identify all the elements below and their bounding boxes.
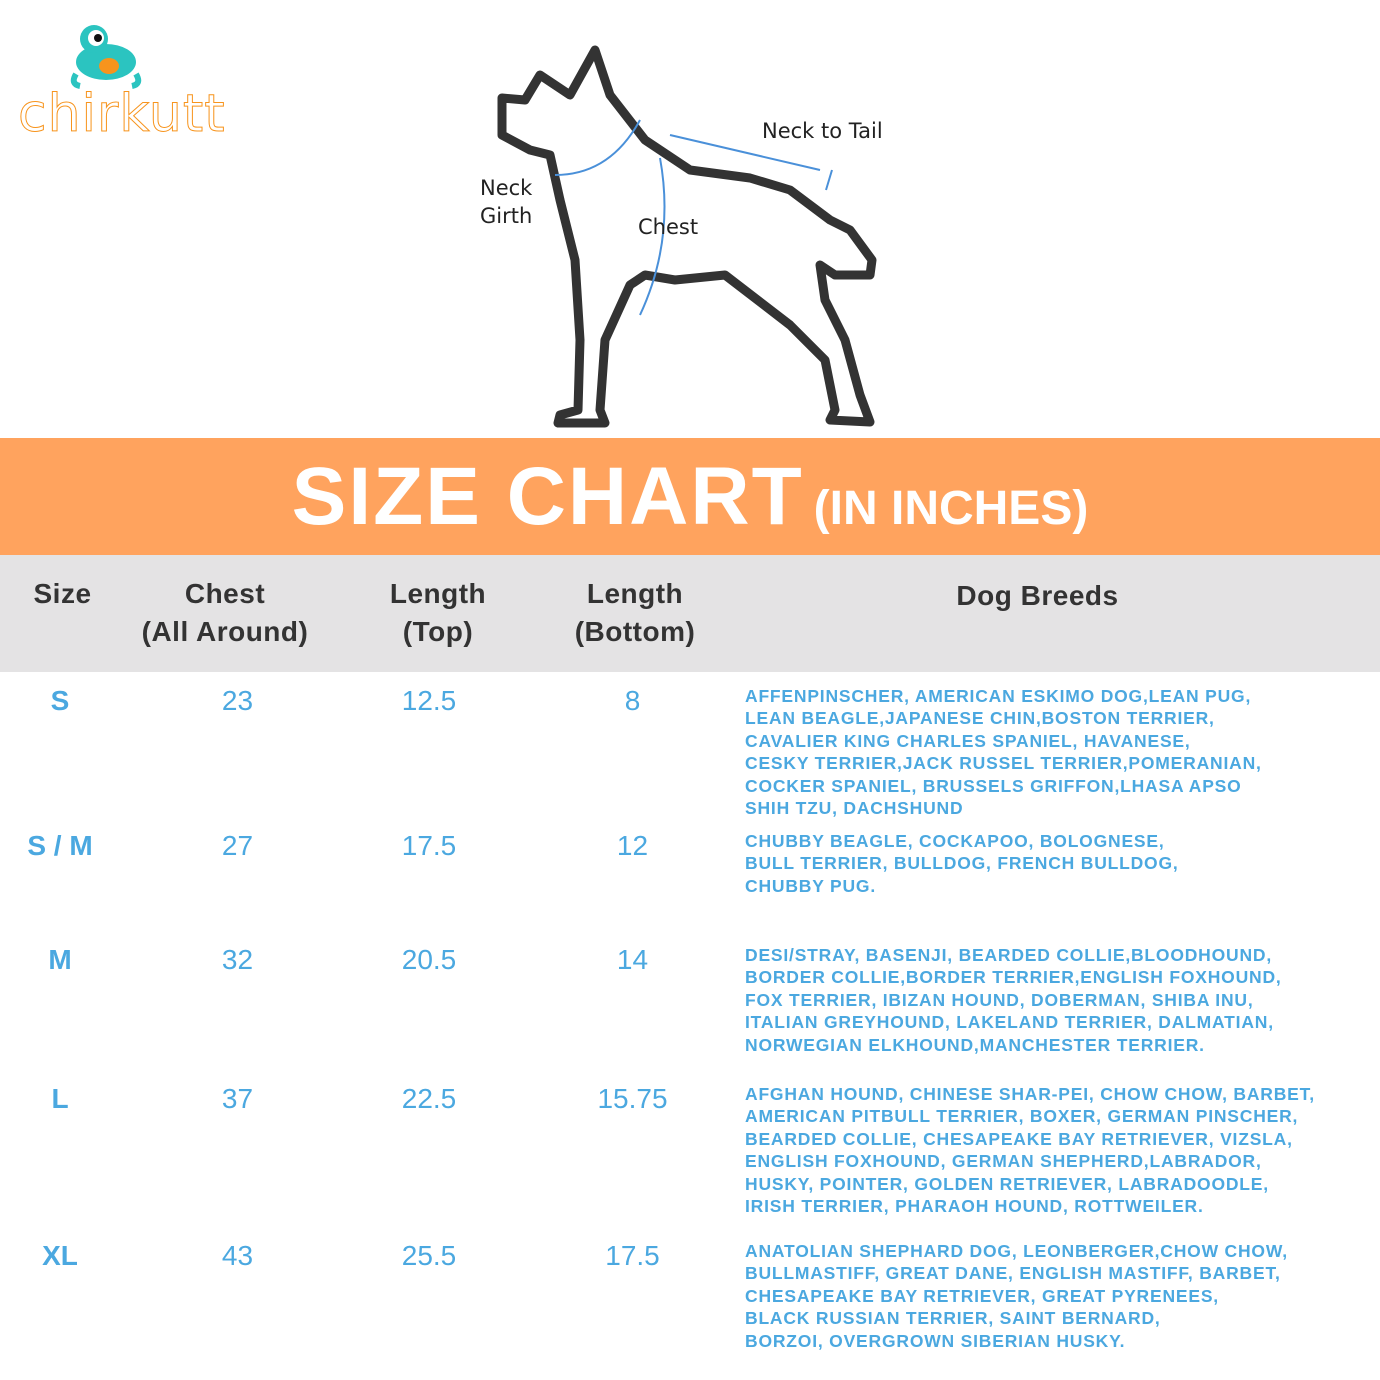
size-chart-banner: SIZE CHART (IN INCHES) <box>0 438 1380 555</box>
breed-line: LEAN BEAGLE,JAPANESE CHIN,BOSTON TERRIER… <box>745 708 1215 729</box>
breed-list: CHUBBY BEAGLE, COCKAPOO, BOLOGNESE, BULL … <box>745 830 1179 897</box>
breed-line: AFFENPINSCHER, AMERICAN ESKIMO DOG,LEAN … <box>745 686 1252 706</box>
chest-cell: 23 <box>221 685 254 716</box>
dog-outline-icon <box>497 45 877 428</box>
breed-line: BORDER COLLIE,BORDER TERRIER,ENGLISH FOX… <box>745 967 1282 988</box>
breed-line: CHESAPEAKE BAY RETRIEVER, GREAT PYRENEES… <box>745 1285 1219 1306</box>
logo-text: chirkutt <box>18 84 226 145</box>
breed-list: ANATOLIAN SHEPHARD DOG, LEONBERGER,CHOW … <box>745 1240 1288 1352</box>
breed-line: BULLMASTIFF, GREAT DANE, ENGLISH MASTIFF… <box>745 1263 1281 1284</box>
breed-line: CHUBBY PUG. <box>745 875 876 896</box>
length-bottom-cell: 14 <box>616 944 649 975</box>
brand-logo: chirkutt <box>14 14 225 154</box>
label-neck-girth-1: Neck <box>480 176 533 200</box>
breed-line: BORZOI, OVERGROWN SIBERIAN HUSKY. <box>745 1330 1126 1351</box>
header-chest: Chest (All Around) <box>141 578 309 647</box>
label-neck-to-tail: Neck to Tail <box>762 119 883 143</box>
length-top-cell: 22.5 <box>401 1083 457 1114</box>
length-top-cell: 20.5 <box>401 944 457 975</box>
breed-list: AFFENPINSCHER, AMERICAN ESKIMO DOG,LEAN … <box>745 685 1262 819</box>
breed-line: FOX TERRIER, IBIZAN HOUND, DOBERMAN, SHI… <box>745 989 1254 1010</box>
breed-line: NORWEGIAN ELKHOUND,MANCHESTER TERRIER. <box>745 1034 1205 1055</box>
header-length-top: Length (Top) <box>389 578 487 647</box>
breed-line: ITALIAN GREYHOUND, LAKELAND TERRIER, DAL… <box>745 1012 1274 1033</box>
chest-cell: 37 <box>221 1083 254 1114</box>
banner-subtitle: (IN INCHES) <box>813 482 1089 535</box>
breed-line: CESKY TERRIER,JACK RUSSEL TERRIER,POMERA… <box>745 753 1262 774</box>
header-length-bottom: Length (Bottom) <box>574 578 696 647</box>
breed-line: COCKER SPANIEL, BRUSSELS GRIFFON,LHASA A… <box>745 775 1242 796</box>
breed-line: IRISH TERRIER, PHARAOH HOUND, ROTTWEILER… <box>745 1196 1204 1217</box>
label-neck-girth-2: Girth <box>480 204 533 228</box>
chest-cell: 43 <box>221 1240 254 1271</box>
banner-title: SIZE CHART <box>291 451 804 542</box>
label-chest: Chest <box>638 215 699 239</box>
chest-cell: 32 <box>221 944 254 975</box>
breed-line: BLACK RUSSIAN TERRIER, SAINT BERNARD, <box>745 1308 1161 1329</box>
breed-line: HUSKY, POINTER, GOLDEN RETRIEVER, LABRAD… <box>745 1173 1269 1194</box>
frog-mascot-icon <box>70 25 142 89</box>
header-dog-breeds: Dog Breeds <box>956 580 1119 611</box>
dog-measurement-diagram: Neck to Tail Neck Girth Chest <box>460 40 920 430</box>
breed-line: AFGHAN HOUND, CHINESE SHAR-PEI, CHOW CHO… <box>745 1084 1315 1104</box>
length-top-cell: 25.5 <box>401 1240 457 1271</box>
breed-line: SHIH TZU, DACHSHUND <box>745 798 964 819</box>
size-cell: M <box>48 944 72 975</box>
breed-line: AMERICAN PITBULL TERRIER, BOXER, GERMAN … <box>745 1106 1299 1127</box>
length-bottom-cell: 17.5 <box>605 1240 660 1271</box>
breed-list: DESI/STRAY, BASENJI, BEARDED COLLIE,BLOO… <box>745 944 1282 1056</box>
size-cell: S / M <box>27 830 93 861</box>
size-cell: XL <box>42 1240 78 1271</box>
breed-line: DESI/STRAY, BASENJI, BEARDED COLLIE,BLOO… <box>745 945 1273 965</box>
breed-list: AFGHAN HOUND, CHINESE SHAR-PEI, CHOW CHO… <box>745 1083 1315 1217</box>
size-cell: S <box>50 685 70 716</box>
header-size: Size <box>33 578 92 609</box>
length-top-cell: 12.5 <box>401 685 457 716</box>
length-bottom-cell: 12 <box>616 830 649 861</box>
length-bottom-cell: 15.75 <box>597 1083 668 1114</box>
breed-line: ANATOLIAN SHEPHARD DOG, LEONBERGER,CHOW … <box>745 1241 1288 1261</box>
table-header: Size Chest (All Around) Length (Top) Lengt… <box>0 555 1380 672</box>
chest-cell: 27 <box>221 830 254 861</box>
size-cell: L <box>51 1083 69 1114</box>
breed-line: BULL TERRIER, BULLDOG, FRENCH BULLDOG, <box>745 853 1179 874</box>
breed-line: CAVALIER KING CHARLES SPANIEL, HAVANESE, <box>745 730 1191 751</box>
breed-line: CHUBBY BEAGLE, COCKAPOO, BOLOGNESE, <box>745 831 1165 851</box>
breed-line: BEARDED COLLIE, CHESAPEAKE BAY RETRIEVER… <box>745 1128 1293 1149</box>
breed-line: ENGLISH FOXHOUND, GERMAN SHEPHERD,LABRAD… <box>745 1151 1262 1172</box>
length-bottom-cell: 8 <box>624 685 641 716</box>
length-top-cell: 17.5 <box>401 830 457 861</box>
